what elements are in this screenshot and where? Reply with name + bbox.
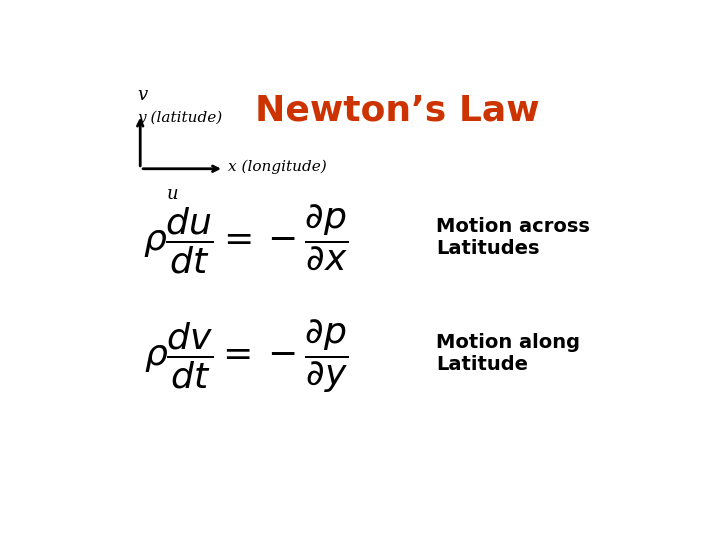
Text: Motion across
Latitudes: Motion across Latitudes: [436, 217, 590, 258]
Text: $\rho\dfrac{du}{dt} = -\dfrac{\partial p}{\partial x}$: $\rho\dfrac{du}{dt} = -\dfrac{\partial p…: [143, 203, 349, 276]
Text: v: v: [138, 86, 148, 104]
Text: Newton’s Law: Newton’s Law: [255, 94, 539, 128]
Text: x (longitude): x (longitude): [228, 159, 327, 174]
Text: y (latitude): y (latitude): [138, 111, 222, 125]
Text: u: u: [167, 185, 179, 202]
Text: Motion along
Latitude: Motion along Latitude: [436, 333, 580, 374]
Text: $\rho\dfrac{dv}{dt} = -\dfrac{\partial p}{\partial y}$: $\rho\dfrac{dv}{dt} = -\dfrac{\partial p…: [144, 317, 348, 395]
